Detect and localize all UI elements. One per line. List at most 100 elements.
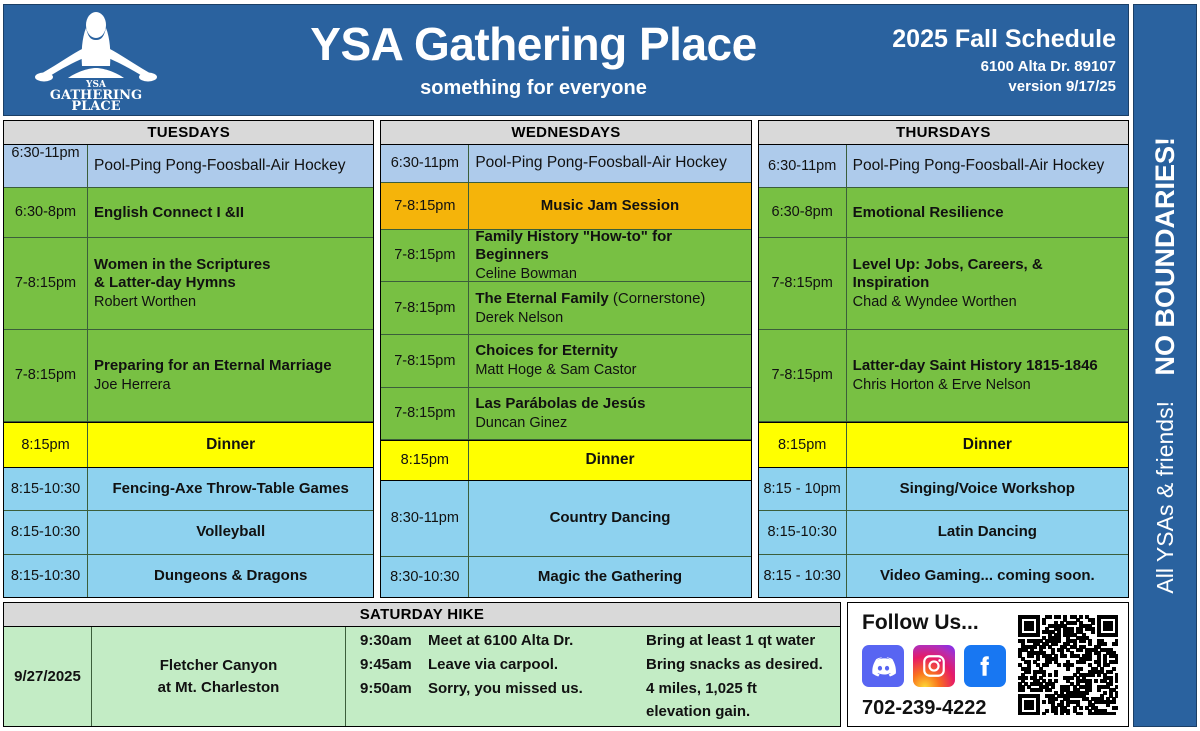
rows-thursdays: 6:30-11pm Pool-Ping Pong-Foosball-Air Hoc… — [758, 145, 1128, 597]
schedule-time: 7-8:15pm — [381, 335, 470, 387]
schedule-activity: Dungeons & Dragons — [88, 555, 373, 597]
schedule-row: 7-8:15pm Las Parábolas de Jesús Duncan Gin… — [381, 387, 751, 441]
schedule-time: 8:15 - 10pm — [759, 467, 847, 511]
schedule-time: 8:15pm — [759, 423, 847, 467]
schedule-time: 6:30-11pm — [381, 145, 470, 183]
schedule-row: 8:15-10:30 Dungeons & Dragons — [4, 554, 374, 597]
activity-title: Pool-Ping Pong-Foosball-Air Hockey — [94, 156, 346, 174]
discord-icon[interactable] — [862, 645, 904, 687]
activity-presenter: Derek Nelson — [475, 309, 564, 326]
activity-title: Dinner — [585, 451, 635, 469]
schedule-activity: Choices for Eternity Matt Hoge & Sam Cast… — [469, 335, 750, 387]
saturday-hike-details: 9:30am Meet at 6100 Alta Dr. Bring at leas… — [346, 627, 840, 726]
activity-title: Country Dancing — [549, 509, 671, 527]
activity-title: Fencing-Axe Throw-Table Games — [112, 479, 349, 497]
schedule-row: 7-8:15pm Preparing for an Eternal Marriag… — [4, 329, 374, 423]
logo-text-place: PLACE — [71, 99, 120, 112]
activity-presenter: Celine Bowman — [475, 265, 577, 282]
schedule-row: 8:30-11pm Country Dancing — [381, 480, 751, 557]
activity-title: Latin Dancing — [937, 523, 1037, 541]
schedule-activity: Family History "How-to" for Beginners Cel… — [469, 230, 750, 282]
activity-title: Preparing for an Eternal Marriage — [94, 357, 332, 374]
instagram-icon[interactable] — [913, 645, 955, 687]
activity-presenter: Chad & Wyndee Worthen — [852, 293, 1017, 310]
discord-glyph — [871, 656, 896, 677]
follow-us-left: Follow Us... — [848, 603, 1008, 726]
schedule-time: 7-8:15pm — [381, 387, 470, 440]
schedule-activity: Dinner — [469, 441, 750, 479]
hike-detail-note: 4 miles, 1,025 ft elevation gain. — [646, 679, 757, 721]
social-icons — [862, 645, 1008, 687]
schedule-time: 8:30-11pm — [381, 480, 470, 556]
schedule-activity: Latin Dancing — [847, 511, 1128, 553]
saturday-hike-location: Fletcher Canyon at Mt. Charleston — [92, 627, 346, 726]
schedule-activity: Dinner — [88, 423, 373, 467]
hike-detail-time: 9:30am — [360, 632, 412, 650]
schedule-row: 8:15-10:30 Fencing-Axe Throw-Table Games — [4, 467, 374, 512]
qr-code-canvas[interactable] — [1018, 614, 1118, 715]
title-block: YSA Gathering Place something for everyo… — [184, 20, 873, 99]
schedule-time: 8:15pm — [4, 423, 88, 467]
qr-code[interactable] — [1008, 603, 1128, 726]
follow-us-panel: Follow Us... — [847, 602, 1129, 727]
schedule-row: 7-8:15pm The Eternal Family (Cornerstone)… — [381, 282, 751, 336]
schedule-time: 7-8:15pm — [4, 329, 88, 422]
page-subtitle: something for everyone — [420, 76, 647, 99]
schedule-time: 6:30-11pm — [759, 145, 847, 188]
hike-detail-text: Sorry, you missed us. — [428, 679, 583, 697]
schedule-activity: Las Parábolas de Jesús Duncan Ginez — [469, 388, 750, 440]
schedule-row: 7-8:15pm Music Jam Session — [381, 183, 751, 230]
schedule-activity: Dinner — [847, 423, 1128, 467]
hike-detail-time: 9:50am — [360, 679, 412, 697]
schedule-row: 7-8:15pm Level Up: Jobs, Careers, & Inspi… — [758, 237, 1128, 330]
day-column-tuesdays: TUESDAYS 6:30-11pm Pool-Ping Pong-Foosbal… — [3, 120, 375, 598]
activity-title: Dungeons & Dragons — [153, 566, 308, 584]
schedule-activity: Music Jam Session — [469, 183, 750, 228]
facebook-glyph — [980, 656, 989, 676]
schedule-time: 7-8:15pm — [381, 282, 470, 335]
schedule-activity: Volleyball — [88, 511, 373, 553]
schedule-time: 8:15pm — [381, 441, 470, 480]
schedule-row: 7-8:15pm Latter-day Saint History 1815-18… — [758, 329, 1128, 423]
schedule-row: 7-8:15pm Family History "How-to" for Begi… — [381, 229, 751, 283]
schedule-time: 7-8:15pm — [759, 237, 847, 329]
ysa-gathering-place-logo-icon: YSA GATHERING PLACE — [35, 12, 157, 112]
facebook-icon[interactable] — [964, 645, 1006, 687]
schedule-activity: Video Gaming... coming soon. — [847, 555, 1128, 597]
phone-number: 702-239-4222 — [862, 697, 987, 719]
day-header-thursdays: THURSDAYS — [758, 121, 1128, 145]
schedule-activity: Pool-Ping Pong-Foosball-Air Hockey — [847, 145, 1128, 187]
schedule-time: 6:30-11pm — [4, 145, 88, 188]
season-label: 2025 Fall Schedule — [892, 25, 1116, 54]
schedule-activity: Preparing for an Eternal Marriage Joe Her… — [88, 330, 373, 421]
schedule-time: 8:30-10:30 — [381, 556, 470, 597]
activity-title-line2: & Latter-day Hymns — [94, 273, 236, 291]
schedule-time: 8:15-10:30 — [759, 511, 847, 554]
schedule-time: 7-8:15pm — [381, 229, 470, 282]
activity-presenter: Chris Horton & Erve Nelson — [852, 377, 1031, 393]
activity-presenter: Matt Hoge & Sam Castor — [475, 362, 637, 379]
saturday-hike-heading: SATURDAY HIKE — [4, 603, 840, 627]
schedule-time: 8:15-10:30 — [4, 467, 88, 511]
hike-detail-row: 9:45am Leave via carpool. Bring snacks as … — [360, 653, 826, 677]
schedule-time: 6:30-8pm — [4, 188, 88, 237]
version-label: version 9/17/25 — [1008, 77, 1116, 95]
activity-title: Dinner — [206, 435, 256, 453]
side-banner-bottom: All YSAs & friends! — [1152, 401, 1179, 594]
activity-title: The Eternal Family (Cornerstone) — [475, 289, 706, 307]
schedule-activity: Level Up: Jobs, Careers, & Inspiration Ch… — [847, 238, 1128, 329]
follow-us-title: Follow Us... — [862, 611, 979, 634]
activity-title: Family History "How-to" for Beginners — [475, 229, 673, 263]
activity-title-note: (Cornerstone) — [608, 289, 706, 307]
side-banner: NO BOUNDARIES! All YSAs & friends! — [1133, 4, 1197, 727]
saturday-hike-panel: SATURDAY HIKE 9/27/2025 Fletcher Canyon … — [3, 602, 841, 727]
schedule-row: 8:30-10:30 Magic the Gathering — [381, 556, 751, 597]
hike-detail-row: 9:50am Sorry, you missed us. 4 miles, 1,02… — [360, 677, 826, 724]
schedule-time: 7-8:15pm — [4, 237, 88, 329]
day-header-wednesdays: WEDNESDAYS — [381, 121, 751, 145]
side-banner-top: NO BOUNDARIES! — [1149, 136, 1180, 376]
schedule-row: 8:15-10:30 Latin Dancing — [758, 511, 1128, 555]
saturday-hike-date: 9/27/2025 — [4, 627, 92, 726]
activity-title: Las Parábolas de Jesús — [475, 395, 646, 413]
